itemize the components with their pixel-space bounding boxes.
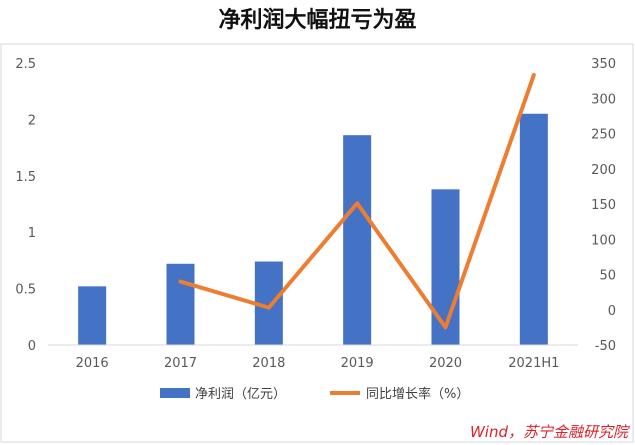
line-layer: [178, 72, 536, 330]
line-series: [178, 72, 536, 330]
bar: [343, 135, 372, 345]
legend-label: 净利润（亿元）: [195, 387, 286, 402]
x-tick-label: 2019: [341, 356, 374, 371]
y-right-tick-label: 350: [591, 57, 616, 72]
y-right-tick-label: 100: [591, 233, 616, 248]
x-tick-label: 2016: [76, 356, 109, 371]
axis-layer: 0 0.5 1 1.5 2 2.5 -50 0 50 100 150 200 250 300 350 2016…: [15, 57, 616, 371]
y-left-tick-label: 1: [28, 226, 36, 241]
y-right-tick-label: 150: [591, 198, 616, 213]
y-left-tick-label: 1.5: [15, 170, 36, 185]
chart-title: 净利润大幅扭亏为盈: [218, 8, 417, 33]
y-right-tick-label: -50: [595, 339, 616, 354]
legend: 净利润（亿元） 同比增长率（%）: [160, 386, 469, 402]
y-right-tick-label: 50: [599, 269, 616, 284]
x-tick-label: 2017: [164, 356, 197, 371]
y-right-tick-label: 300: [591, 92, 616, 107]
bar: [431, 189, 460, 345]
y-left-tick-label: 2: [28, 113, 36, 128]
x-tick-label: 2021H1: [508, 356, 559, 371]
y-left-tick-label: 0.5: [15, 283, 36, 298]
bars-layer: [78, 113, 548, 345]
bar: [78, 286, 107, 345]
y-left-tick-label: 2.5: [15, 57, 36, 72]
y-left-tick-label: 0: [28, 339, 36, 354]
y-right-tick-label: 200: [591, 163, 616, 178]
x-tick-label: 2020: [429, 356, 462, 371]
x-tick-label: 2018: [252, 356, 285, 371]
plot-frame: [0, 43, 634, 443]
legend-label: 同比增长率（%）: [366, 386, 469, 402]
y-right-tick-label: 250: [591, 128, 616, 143]
bar: [166, 263, 195, 345]
source-label: Wind，苏宁金融研究院: [470, 423, 630, 441]
bar: [519, 113, 548, 345]
legend-swatch-bar: [160, 388, 190, 398]
y-right-tick-label: 0: [608, 304, 616, 319]
